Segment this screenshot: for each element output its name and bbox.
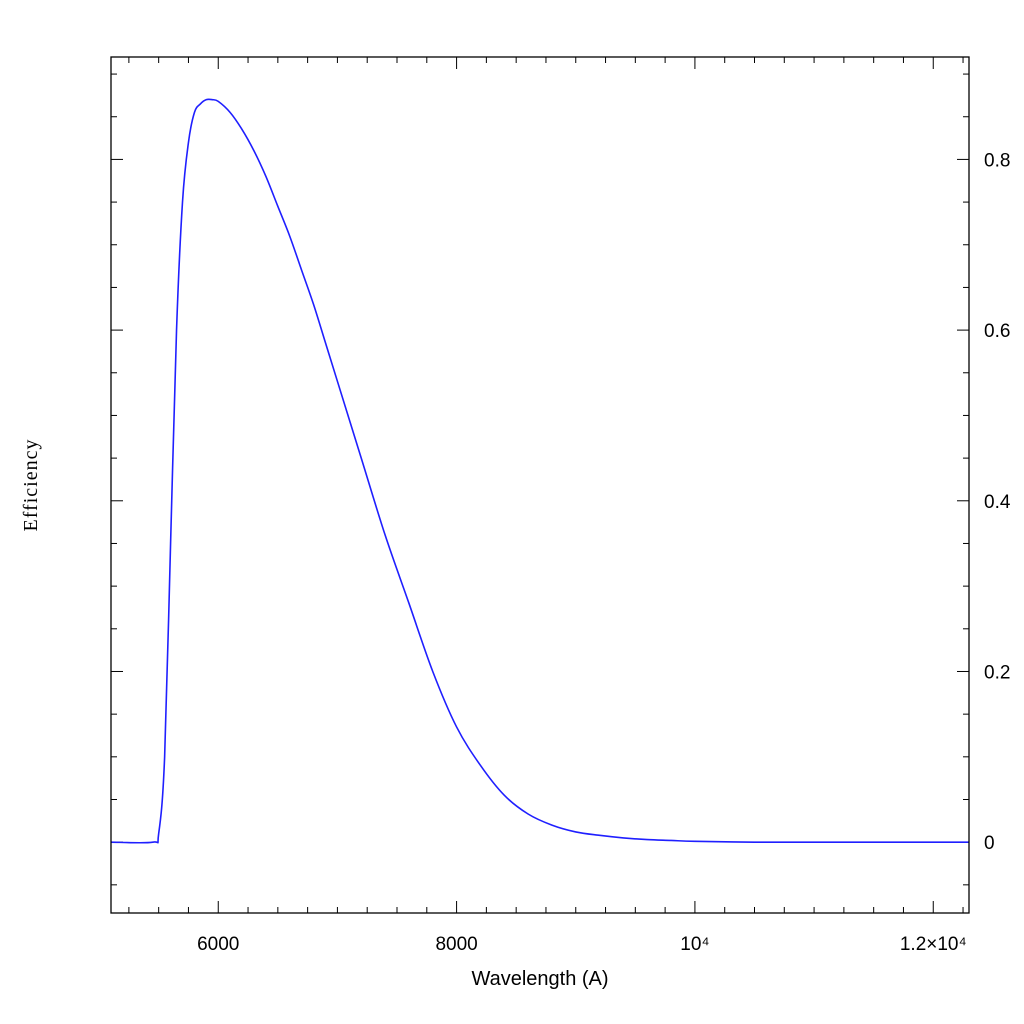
x-tick-labels: 6000 8000 10⁴ 1.2×10⁴	[197, 934, 967, 955]
y-axis-title: Efficiency	[20, 439, 42, 532]
y-tick-labels: 0 0.2 0.4 0.6 0.8	[984, 150, 1011, 854]
y-tick-label: 0.4	[984, 492, 1011, 513]
plot-frame	[110, 56, 970, 914]
y-tick-label: 0	[984, 833, 995, 854]
series-layer	[110, 98, 969, 844]
x-tick-label: 10⁴	[680, 934, 709, 955]
x-tick-label: 1.2×10⁴	[900, 934, 967, 955]
x-tick-label: 8000	[435, 934, 477, 955]
x-axis-title: Wavelength (A)	[471, 968, 608, 990]
y-tick-label: 0.6	[984, 321, 1010, 342]
y-tick-label: 0.2	[984, 662, 1010, 683]
x-tick-label: 6000	[197, 934, 239, 955]
y-tick-label: 0.8	[984, 150, 1010, 171]
series-line	[110, 98, 969, 844]
axis-ticks	[111, 57, 969, 913]
